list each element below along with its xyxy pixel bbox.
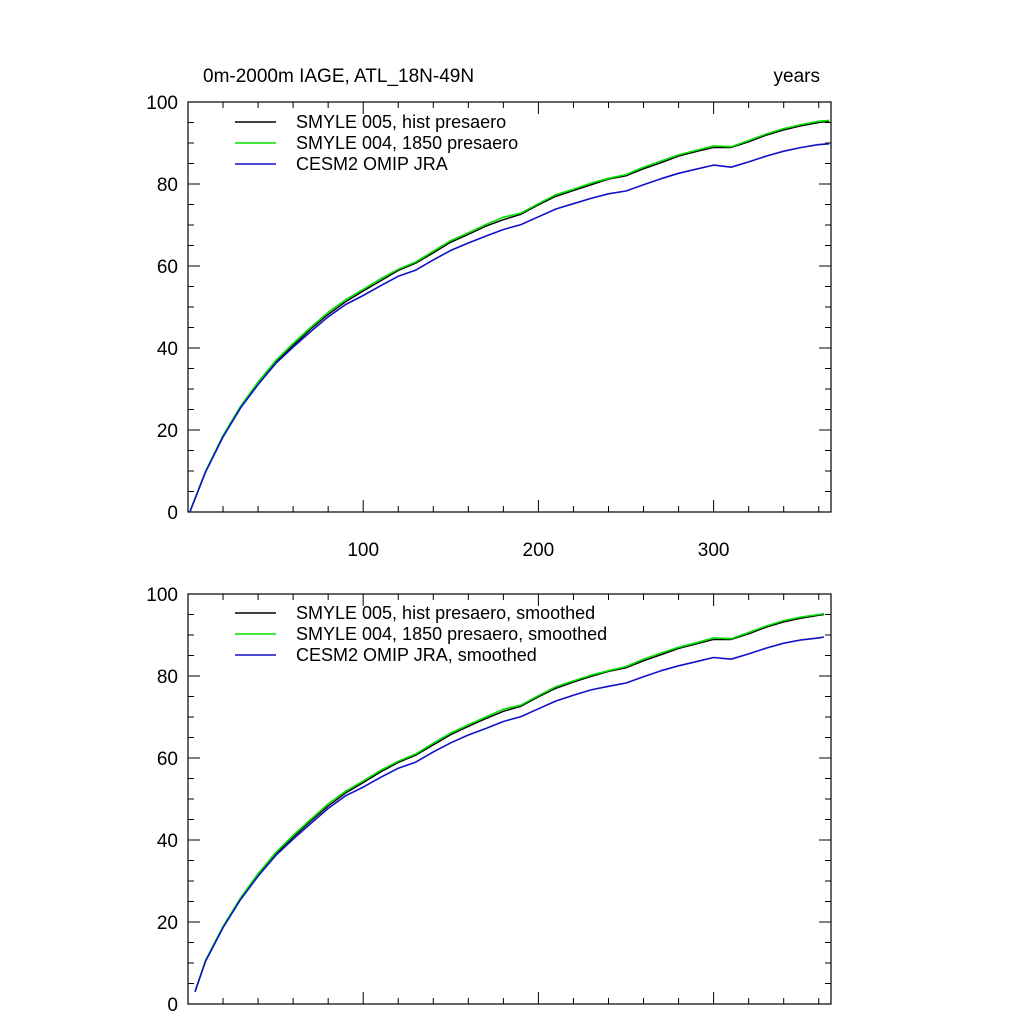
bottom-panel: 0 20 40 60 80 100 SMYLE 005, hist presaero, sm… xyxy=(146,585,832,1016)
y-tick-label: 20 xyxy=(157,913,178,934)
y-tick-label: 20 xyxy=(157,421,178,442)
y-tick-label: 0 xyxy=(167,503,178,524)
legend-label: SMYLE 004, 1850 presaero, smoothed xyxy=(296,624,607,644)
x-tick-label: 100 xyxy=(347,540,379,561)
y-tick-label: 40 xyxy=(157,831,178,852)
x-tick-label: 200 xyxy=(523,540,555,561)
legend-label: SMYLE 005, hist presaero, smoothed xyxy=(296,603,595,623)
y-tick-label: 60 xyxy=(157,749,178,770)
plot-frame xyxy=(187,101,832,513)
y-tick-label: 80 xyxy=(157,667,178,688)
top-panel-title: 0m-2000m IAGE, ATL_18N-49N xyxy=(203,66,474,87)
top-panel-units: years xyxy=(774,66,820,87)
y-tick-label: 0 xyxy=(167,995,178,1016)
legend-label: CESM2 OMIP JRA, smoothed xyxy=(296,645,537,665)
series-line-2 xyxy=(194,612,825,992)
legend-label: SMYLE 005, hist presaero xyxy=(296,112,506,132)
series-line-2 xyxy=(189,119,830,513)
series-line-1 xyxy=(189,120,830,513)
legend-label: SMYLE 004, 1850 presaero xyxy=(296,133,518,153)
series-line-1 xyxy=(194,613,825,992)
y-tick-label: 100 xyxy=(146,585,178,606)
series-line-3 xyxy=(194,636,825,992)
top-panel: 0m-2000m IAGE, ATL_18N-49N years 0 20 40 60… xyxy=(146,66,832,561)
y-tick-label: 40 xyxy=(157,339,178,360)
x-tick-label: 300 xyxy=(698,540,730,561)
series-line-3 xyxy=(189,143,830,513)
y-tick-label: 60 xyxy=(157,257,178,278)
y-tick-label: 80 xyxy=(157,175,178,196)
legend-label: CESM2 OMIP JRA xyxy=(296,154,448,174)
y-tick-label: 100 xyxy=(146,93,178,114)
